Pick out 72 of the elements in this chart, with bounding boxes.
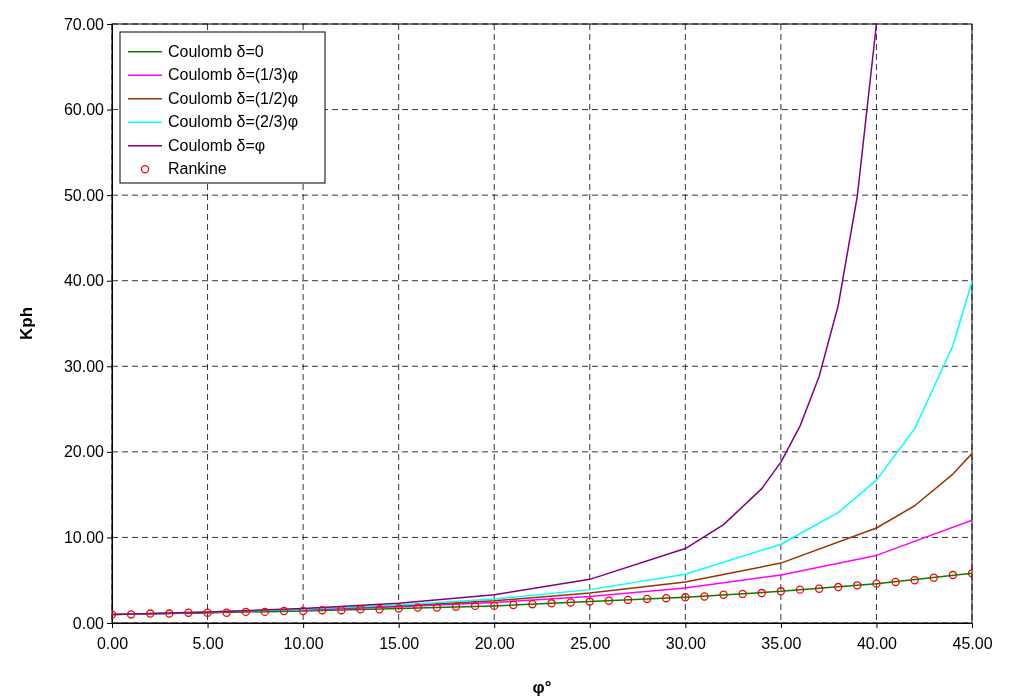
point bbox=[413, 603, 422, 612]
point bbox=[451, 602, 461, 611]
point bbox=[279, 606, 289, 616]
line-series bbox=[302, 519, 972, 611]
legend-label: Coulomb δ=(1/3)φ bbox=[168, 66, 298, 84]
x-tick-label: 5.00 bbox=[192, 634, 224, 652]
point bbox=[318, 605, 327, 615]
point bbox=[356, 605, 365, 614]
point bbox=[853, 581, 862, 590]
point bbox=[375, 605, 384, 614]
point bbox=[165, 609, 174, 618]
point bbox=[814, 584, 824, 593]
point bbox=[757, 588, 766, 598]
point bbox=[776, 587, 786, 596]
point bbox=[394, 604, 403, 613]
point bbox=[547, 599, 556, 608]
point bbox=[872, 579, 881, 588]
point bbox=[929, 573, 938, 582]
legend-label: Coulomb δ=φ bbox=[168, 136, 266, 154]
point bbox=[222, 608, 231, 617]
point bbox=[795, 585, 805, 594]
point bbox=[241, 607, 250, 617]
point bbox=[146, 609, 155, 618]
point bbox=[260, 607, 270, 617]
x-tick-label: 20.00 bbox=[474, 634, 515, 652]
y-tick-label: 10.00 bbox=[63, 529, 105, 547]
point bbox=[528, 599, 537, 609]
y-axis-title: Kph bbox=[17, 306, 36, 341]
point bbox=[337, 605, 346, 615]
x-axis-title: φ° bbox=[532, 678, 552, 697]
legend-label: Coulomb δ=(1/2)φ bbox=[168, 89, 298, 107]
x-tick-label: 45.00 bbox=[952, 634, 993, 652]
point bbox=[298, 606, 308, 616]
y-tick-label: 70.00 bbox=[63, 15, 105, 33]
legend-label: Coulomb δ=(2/3)φ bbox=[168, 113, 298, 131]
y-tick-label: 30.00 bbox=[63, 357, 105, 375]
point bbox=[700, 592, 709, 601]
point bbox=[948, 570, 958, 580]
point bbox=[719, 590, 728, 599]
point bbox=[604, 596, 614, 605]
legend-label: Rankine bbox=[168, 160, 227, 178]
point bbox=[910, 576, 919, 585]
x-tick-label: 10.00 bbox=[283, 634, 324, 652]
y-tick-label: 20.00 bbox=[63, 443, 105, 461]
point bbox=[470, 601, 480, 611]
y-tick-label: 0.00 bbox=[72, 614, 105, 632]
point bbox=[184, 608, 193, 617]
point bbox=[891, 577, 900, 587]
x-tick-label: 30.00 bbox=[665, 634, 706, 652]
x-tick-label: 40.00 bbox=[856, 634, 898, 652]
point bbox=[642, 594, 652, 604]
line-series bbox=[112, 23, 878, 616]
y-tick-label: 50.00 bbox=[63, 186, 105, 204]
x-tick-label: 15.00 bbox=[379, 634, 420, 652]
point bbox=[126, 610, 136, 619]
y-tick-label: 40.00 bbox=[63, 272, 105, 290]
point bbox=[834, 582, 843, 592]
point bbox=[585, 597, 594, 606]
point bbox=[490, 601, 499, 611]
point bbox=[681, 593, 690, 602]
x-tick-label: 25.00 bbox=[570, 634, 611, 652]
point bbox=[566, 598, 575, 607]
point bbox=[432, 603, 442, 612]
x-tick-label: 0.00 bbox=[96, 634, 129, 652]
y-tick-label: 60.00 bbox=[63, 101, 105, 119]
point bbox=[203, 608, 212, 617]
x-tick-label: 35.00 bbox=[761, 634, 802, 652]
legend-label: Coulomb δ=0 bbox=[168, 42, 264, 60]
point bbox=[623, 595, 633, 605]
point bbox=[509, 600, 518, 610]
point bbox=[662, 593, 671, 603]
point bbox=[738, 589, 747, 599]
